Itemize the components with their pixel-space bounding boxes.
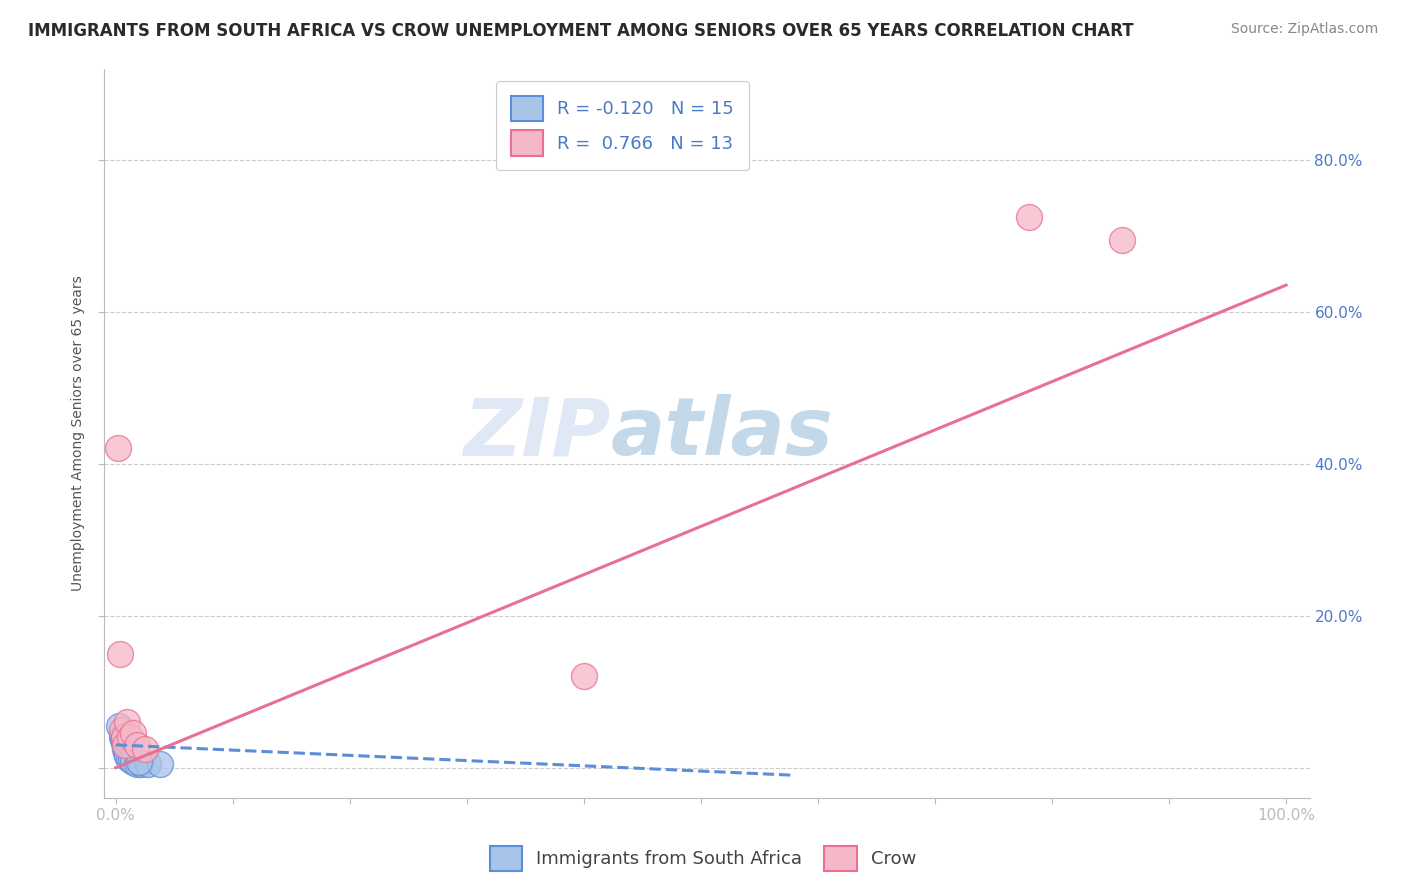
Point xyxy=(122,755,145,769)
Point xyxy=(138,756,160,771)
Point xyxy=(112,731,135,745)
Point xyxy=(110,731,132,745)
Point xyxy=(111,731,134,746)
Legend: Immigrants from South Africa, Crow: Immigrants from South Africa, Crow xyxy=(482,838,924,879)
Point xyxy=(1018,210,1040,224)
Point xyxy=(118,731,141,745)
Point xyxy=(122,726,145,740)
Text: ZIP: ZIP xyxy=(463,394,610,472)
Point xyxy=(125,738,148,752)
Point xyxy=(1111,233,1133,247)
Point xyxy=(131,756,153,771)
Point xyxy=(107,442,129,456)
Point xyxy=(120,753,142,767)
Point xyxy=(117,751,139,765)
Point xyxy=(114,741,136,756)
Point xyxy=(149,756,172,771)
Point xyxy=(572,669,595,683)
Text: atlas: atlas xyxy=(610,394,834,472)
Point xyxy=(117,749,139,764)
Point xyxy=(108,719,131,733)
Y-axis label: Unemployment Among Seniors over 65 years: Unemployment Among Seniors over 65 years xyxy=(72,276,86,591)
Text: Source: ZipAtlas.com: Source: ZipAtlas.com xyxy=(1230,22,1378,37)
Text: IMMIGRANTS FROM SOUTH AFRICA VS CROW UNEMPLOYMENT AMONG SENIORS OVER 65 YEARS CO: IMMIGRANTS FROM SOUTH AFRICA VS CROW UNE… xyxy=(28,22,1133,40)
Point xyxy=(125,756,148,771)
Point xyxy=(112,736,135,750)
Point xyxy=(110,723,132,737)
Point xyxy=(117,714,139,729)
Point xyxy=(110,647,132,661)
Legend: R = -0.120   N = 15, R =  0.766   N = 13: R = -0.120 N = 15, R = 0.766 N = 13 xyxy=(496,81,748,170)
Point xyxy=(114,738,136,752)
Point xyxy=(134,741,156,756)
Point xyxy=(115,746,138,760)
Point xyxy=(128,755,150,769)
